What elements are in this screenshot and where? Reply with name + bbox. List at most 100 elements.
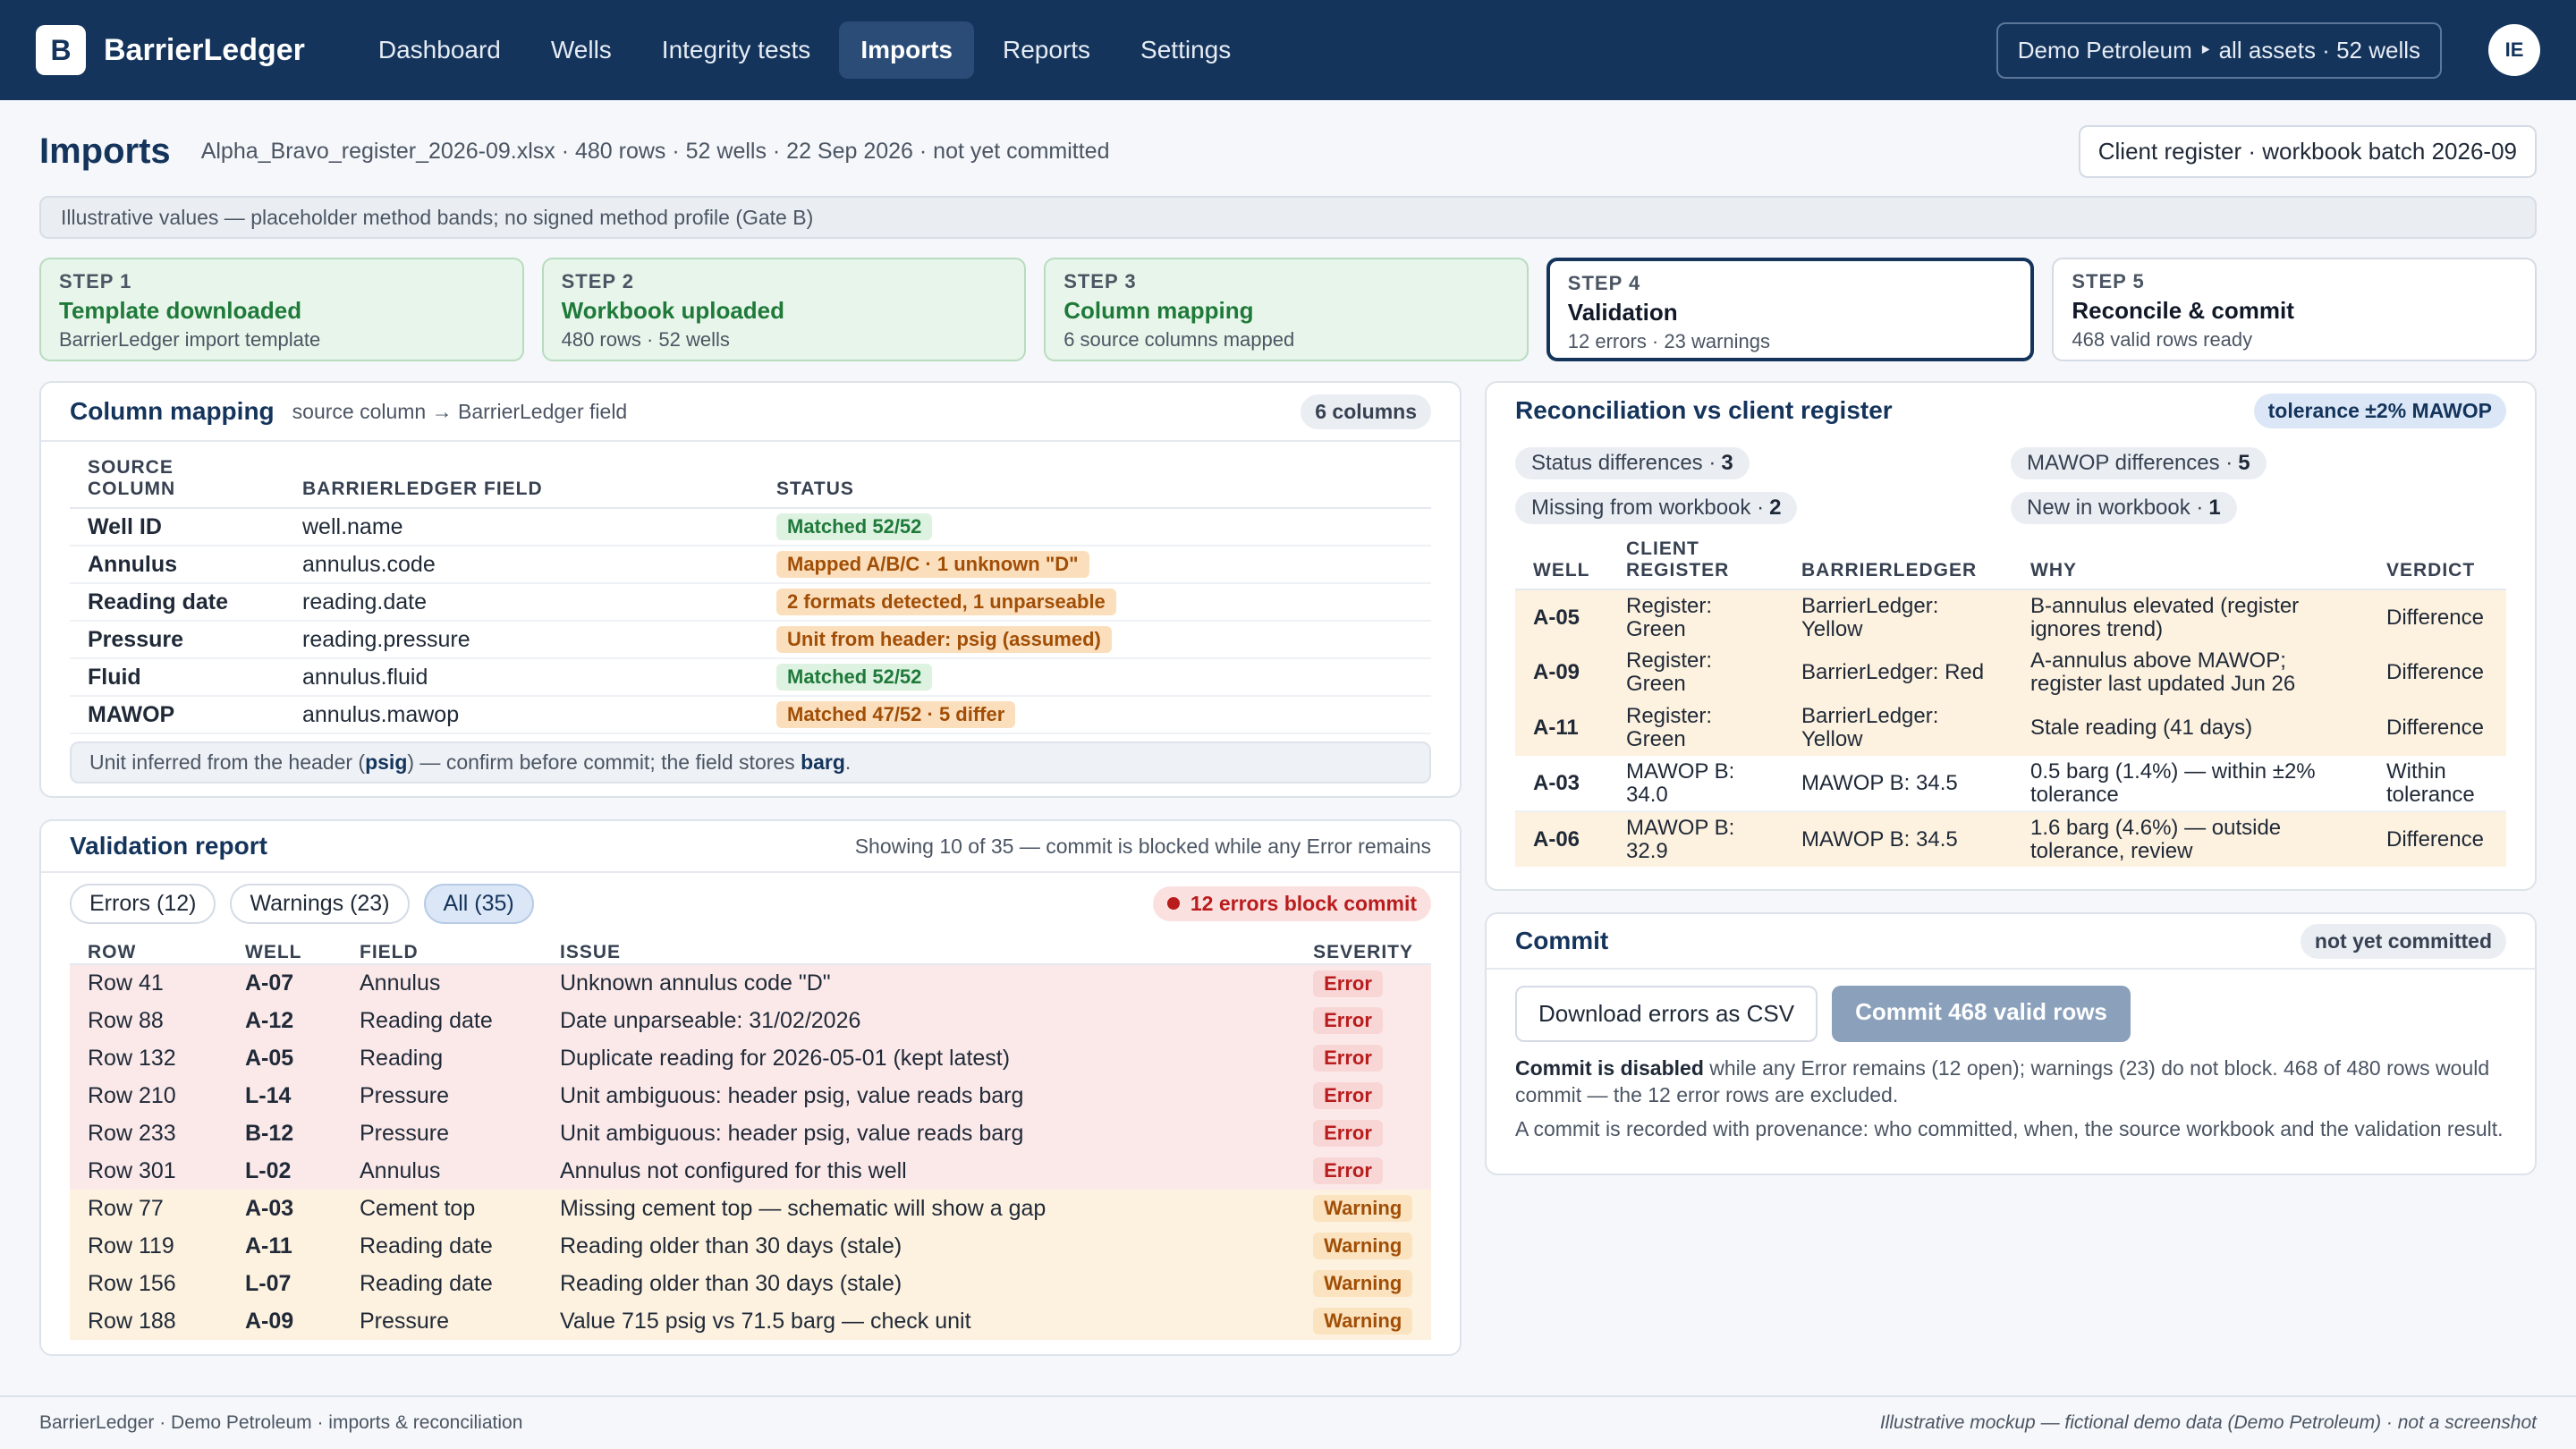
error-dot-icon [1166,897,1180,910]
download-errors-button[interactable]: Download errors as CSV [1515,986,1818,1042]
tolerance-badge: tolerance ±2% MAWOP [2253,393,2506,428]
issue-text: Annulus not configured for this well [560,1157,907,1183]
filter-warnings[interactable]: Warnings (23) [230,883,410,924]
issue-text: Unit ambiguous: header psig, value reads… [560,1120,1024,1146]
barrierledger-value: BarrierLedger: Yellow [1801,593,1939,641]
nav-item-dashboard[interactable]: Dashboard [377,36,501,64]
well-id: A-05 [1533,605,1580,630]
validation-report-card: Validation report Showing 10 of 35 — com… [39,819,1462,1356]
target-field: reading.pressure [302,626,470,652]
severity-cell: Warning [1295,1190,1431,1227]
field-name: Reading date [360,1270,493,1296]
table-row[interactable]: Row 77 A-03 Cement top Missing cement top —… [70,1190,1431,1227]
status-badge: Matched 52/52 [776,664,933,691]
step-3[interactable]: STEP 3 Column mapping 6 source columns map… [1044,258,1529,361]
source-column: Well ID [88,513,162,539]
nav-item-settings[interactable]: Settings [1140,36,1232,64]
filter-all[interactable]: All (35) [423,883,534,924]
status-cell: Matched 52/52 [758,658,1431,696]
table-row[interactable]: Row 301 L-02 Annulus Annulus not configured… [70,1152,1431,1190]
verdict: Difference [2386,660,2484,684]
severity-cell: Error [1295,1002,1431,1039]
illustrative-banner: Illustrative values — placeholder method… [39,196,2537,239]
rc-header-well: WELL [1533,560,1590,580]
table-row[interactable]: Row 210 L-14 Pressure Unit ambiguous: heade… [70,1077,1431,1114]
app-name: BarrierLedger [104,32,305,67]
table-row[interactable]: Row 88 A-12 Reading date Date unparseable: … [70,1002,1431,1039]
step-title: Template downloaded [59,297,302,324]
well-id: A-11 [245,1233,292,1258]
step-title: Validation [1567,299,1678,326]
status-badge: 2 formats detected, 1 unparseable [776,589,1116,615]
severity-badge: Warning [1313,1270,1413,1297]
provenance-note: A commit is recorded with provenance: wh… [1515,1117,2504,1140]
summary-chip[interactable]: Missing from workbook · 2 [1515,492,1798,524]
issue-text: Missing cement top — schematic will show… [560,1195,1046,1221]
source-column: Fluid [88,664,141,690]
step-2[interactable]: STEP 2 Workbook uploaded 480 rows · 52 wel… [541,258,1027,361]
chip-label: New in workbook · [2027,496,2204,520]
step-4[interactable]: STEP 4 Validation 12 errors · 23 warnings [1546,258,2035,361]
difference-summary: Status differences · 3 MAWOP differences ·… [1487,438,2535,524]
client-value: MAWOP B: 34.0 [1626,758,1735,807]
field-name: Pressure [360,1082,450,1108]
summary-chip[interactable]: New in workbook · 1 [2011,492,2237,524]
row-number: Row 77 [88,1195,164,1221]
step-number: STEP 2 [561,270,635,292]
well-id: A-12 [245,1007,294,1033]
severity-cell: Error [1295,1114,1431,1152]
table-row[interactable]: A-06 MAWOP B: 32.9 MAWOP B: 34.5 1.6 barg (… [1515,811,2506,867]
verdict: Difference [2386,716,2484,740]
table-row[interactable]: A-09 Register: Green BarrierLedger: Red A-a… [1515,645,2506,700]
nav-item-wells[interactable]: Wells [550,36,612,64]
nav-item-reports[interactable]: Reports [1003,36,1091,64]
table-row[interactable]: Row 156 L-07 Reading date Reading older tha… [70,1265,1431,1302]
issue-text: Unit ambiguous: header psig, value reads… [560,1082,1024,1108]
step-1[interactable]: STEP 1 Template downloaded BarrierLedger i… [39,258,524,361]
issue-text: Date unparseable: 31/02/2026 [560,1007,861,1033]
commit-card: Commit not yet committed Download errors… [1485,912,2537,1175]
table-row[interactable]: Row 132 A-05 Reading Duplicate reading for … [70,1039,1431,1077]
step-5[interactable]: STEP 5 Reconcile & commit 468 valid rows r… [2052,258,2537,361]
rc-header-why: WHY [2030,560,2077,580]
well-id: L-14 [245,1082,292,1108]
field-name: Cement top [360,1195,476,1221]
source-column: Annulus [88,551,177,577]
step-title: Column mapping [1063,297,1254,324]
commit-button[interactable]: Commit 468 valid rows [1832,986,2131,1042]
target-field: annulus.code [302,551,436,577]
vr-header-well: WELL [245,942,302,962]
client-value: Register: Green [1626,704,1713,751]
target-field: well.name [302,513,403,539]
page-header: Imports Alpha_Bravo_register_2026-09.xls… [39,123,2537,179]
tenant-selector[interactable]: Demo Petroleum ‣ all assets · 52 wells [1996,21,2442,79]
table-row[interactable]: Row 233 B-12 Pressure Unit ambiguous: heade… [70,1114,1431,1152]
row-number: Row 88 [88,1007,164,1033]
step-number: STEP 3 [1063,270,1137,292]
table-row[interactable]: A-03 MAWOP B: 34.0 MAWOP B: 34.5 0.5 barg (… [1515,756,2506,811]
table-row[interactable]: Row 119 A-11 Reading date Reading older tha… [70,1227,1431,1265]
table-row[interactable]: Row 188 A-09 Pressure Value 715 psig vs 71.… [70,1302,1431,1340]
summary-chip[interactable]: Status differences · 3 [1515,447,1750,479]
step-title: Reconcile & commit [2072,297,2294,324]
summary-chip[interactable]: MAWOP differences · 5 [2011,447,2267,479]
nav-item-imports[interactable]: Imports [839,21,974,79]
nav-item-integrity-tests[interactable]: Integrity tests [661,36,811,64]
source-column: MAWOP [88,701,175,727]
row-number: Row 156 [88,1270,176,1296]
avatar[interactable]: IE [2488,24,2540,76]
table-row[interactable]: A-05 Register: Green BarrierLedger: Yellow… [1515,589,2506,645]
severity-cell: Error [1295,1077,1431,1114]
severity-cell: Error [1295,1152,1431,1190]
step-number: STEP 4 [1567,272,1641,294]
filter-errors[interactable]: Errors (12) [70,883,216,924]
well-id: A-11 [1533,716,1579,740]
severity-cell: Error [1295,1039,1431,1077]
batch-selector[interactable]: Client register · workbook batch 2026-09 [2078,124,2537,178]
why-text: Stale reading (41 days) [2030,716,2253,740]
issue-text: Reading older than 30 days (stale) [560,1270,902,1296]
col-header-status: STATUS [776,479,854,499]
table-row[interactable]: Row 41 A-07 Annulus Unknown annulus code "D… [70,964,1431,1002]
table-row[interactable]: A-11 Register: Green BarrierLedger: Yellow… [1515,700,2506,756]
verdict: Within tolerance [2386,758,2475,807]
